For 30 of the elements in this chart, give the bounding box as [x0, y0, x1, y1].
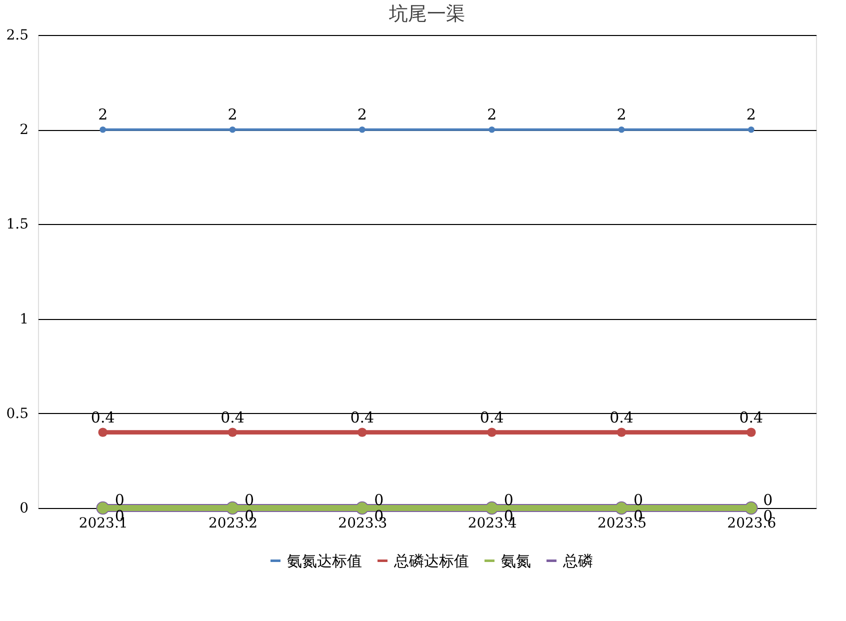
y-tick-label: 2.5: [6, 28, 28, 44]
point: [359, 126, 366, 133]
chart-title: 坑尾一渠: [388, 3, 465, 25]
y-tick-label: 1.5: [6, 216, 28, 233]
legend-label: 总磷: [562, 552, 593, 570]
y-tick-label: 0: [20, 500, 28, 516]
data-label: 0: [763, 491, 773, 509]
point: [488, 126, 495, 133]
point: [748, 126, 754, 133]
y-tick-label: 2: [20, 122, 28, 138]
data-label: 2: [228, 106, 238, 124]
data-label: 2: [357, 106, 367, 124]
point: [618, 126, 625, 133]
legend-label: 总磷达标值: [393, 552, 469, 570]
legend-label: 氨氮: [501, 552, 531, 570]
data-label: 2: [746, 106, 756, 124]
y-tick-label: 0.5: [6, 406, 28, 422]
y-tick-label: 1: [20, 311, 28, 328]
legend-label: 氨氮达标值: [287, 552, 362, 570]
point: [746, 428, 756, 437]
data-label: 2: [98, 106, 108, 124]
point: [616, 428, 626, 437]
point: [229, 126, 236, 133]
point: [358, 428, 367, 437]
data-label: 2: [487, 106, 497, 124]
point: [228, 428, 238, 437]
data-label: 2: [616, 106, 626, 124]
point: [487, 428, 496, 437]
point: [100, 126, 106, 133]
point: [98, 428, 108, 437]
